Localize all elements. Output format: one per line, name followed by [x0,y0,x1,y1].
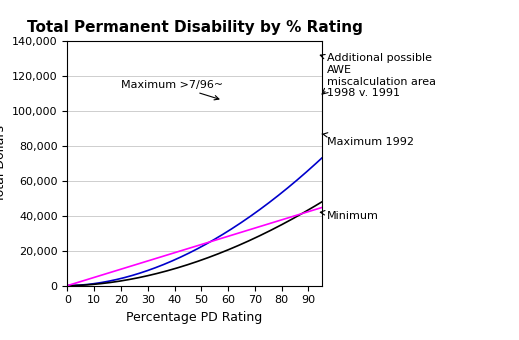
X-axis label: Percentage PD Rating: Percentage PD Rating [127,311,263,324]
Text: Maximum 1992: Maximum 1992 [322,133,414,147]
Text: Additional possible
AWE
miscalculation area
1998 v. 1991: Additional possible AWE miscalculation a… [320,53,436,98]
Y-axis label: Total Dollars: Total Dollars [0,125,7,202]
Title: Total Permanent Disability by % Rating: Total Permanent Disability by % Rating [26,20,363,35]
Text: Maximum >7/96~: Maximum >7/96~ [121,80,223,100]
Text: Minimum: Minimum [320,210,379,221]
